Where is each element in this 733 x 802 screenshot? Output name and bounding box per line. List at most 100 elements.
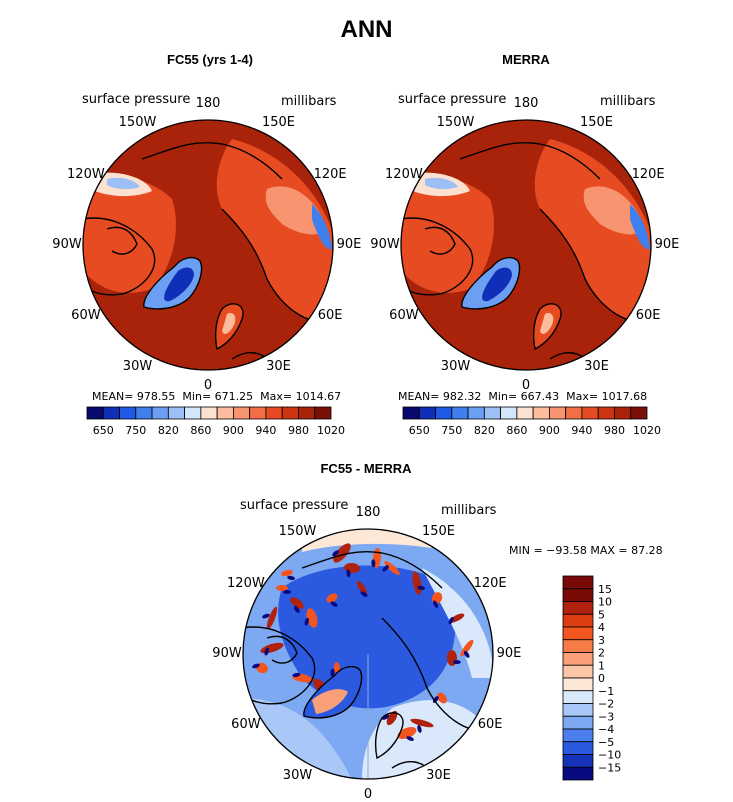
map-border	[82, 119, 334, 371]
merra-lon-label: 120W	[385, 166, 423, 182]
anomaly-patch	[290, 597, 304, 609]
anomaly-patch	[371, 559, 376, 568]
greenland-core	[482, 267, 512, 302]
diff-lon-label: 150E	[421, 523, 456, 539]
anomaly-patch	[264, 647, 269, 656]
variable-label-merra: surface pressure	[398, 92, 507, 107]
coastline	[301, 550, 443, 589]
colorbar-tick-label: 1	[598, 659, 605, 672]
colorbar-box	[562, 715, 594, 730]
fc55-lon-label: 150E	[261, 114, 296, 130]
colorbar-box	[135, 406, 153, 420]
coastline	[424, 226, 456, 255]
mean-label: MEAN=	[92, 390, 134, 403]
colorbar-tick-label: 10	[598, 596, 612, 609]
diff-lon-label: 120E	[473, 575, 507, 591]
colorbar-box	[184, 406, 202, 420]
diff-lon-label: 90W	[212, 646, 242, 661]
min-label: Min=	[488, 390, 518, 403]
anomaly-patch	[417, 724, 422, 733]
tibet-region	[312, 204, 332, 250]
eurasia-region	[534, 139, 651, 322]
polar-map-merra	[400, 119, 652, 371]
colorbar-box	[630, 406, 648, 420]
arctic-ocean-negative	[278, 565, 456, 709]
coastline	[266, 635, 298, 664]
north-america-region	[401, 175, 494, 293]
anomaly-patch	[333, 543, 351, 563]
anomaly-patch	[304, 617, 309, 626]
colorbar-box	[581, 406, 599, 420]
anomaly-patch	[283, 590, 291, 594]
colorbar-box	[483, 406, 502, 420]
diff-lon-label: 0	[363, 787, 373, 802]
anomaly-patch	[292, 672, 301, 678]
units-label-fc55: millibars	[281, 94, 337, 109]
diff-lon-label: 60E	[477, 716, 503, 732]
anomaly-patch	[384, 560, 400, 576]
colorbar-box	[451, 406, 469, 420]
merra-lon-label: 150E	[579, 114, 614, 130]
colorbar-tick-label: 650	[408, 424, 430, 437]
colorbar-box	[314, 406, 332, 420]
colorbar-box	[562, 626, 594, 641]
anomaly-patch	[386, 710, 398, 726]
colorbar-tick-label: 1020	[317, 424, 345, 437]
colorbar-box	[562, 703, 594, 717]
min-value: 671.25	[214, 390, 254, 403]
merra-lon-label: 120E	[631, 166, 665, 182]
max-value: 1014.67	[295, 390, 342, 403]
merra-lon-label: 180	[513, 96, 539, 111]
greenland-core	[164, 267, 194, 302]
colorbar-box	[562, 575, 594, 590]
mean-value: 978.55	[136, 390, 176, 403]
colorbar-tick-label: −10	[598, 749, 621, 762]
merra-lon-label: 0	[521, 378, 531, 393]
anomaly-patch	[448, 616, 454, 625]
colorbar-box	[565, 406, 583, 420]
variable-label-diff: surface pressure	[240, 498, 349, 513]
colorbar-tick-label: −1	[598, 685, 614, 698]
anomaly-patch	[332, 550, 339, 557]
anomaly-patch	[460, 639, 474, 657]
diff-minmax: MIN = −93.58 MAX = 87.28	[509, 544, 663, 557]
fc55-lon-label: 180	[195, 96, 221, 111]
colorbar-box	[119, 406, 137, 420]
colorbar-box	[562, 690, 594, 704]
colorbar-tick-label: −5	[598, 736, 614, 749]
colorbar-tick-label: 0	[598, 672, 605, 685]
colorbar-box	[614, 406, 632, 420]
colorbar-tick-label: 860	[506, 424, 528, 437]
anomaly-patch	[281, 569, 293, 577]
colorbar-box	[562, 601, 594, 615]
colorbar-box	[562, 728, 594, 743]
anomaly-patch	[410, 718, 434, 728]
diff-lon-label: 30E	[426, 768, 451, 784]
coastline	[141, 141, 283, 180]
colorbar-box	[216, 406, 234, 420]
anomaly-patch	[330, 601, 338, 607]
panel-title-merra: MERRA	[502, 52, 550, 67]
colorbar-tick-label: −15	[598, 761, 621, 774]
colorbar-tick-label: −2	[598, 698, 614, 711]
fc55-lon-label: 60W	[71, 307, 101, 323]
anomaly-patch	[406, 736, 414, 741]
diff-lon-label: 120W	[227, 575, 265, 591]
units-label-merra: millibars	[600, 94, 656, 109]
greenland-anomaly	[312, 689, 348, 714]
diff-lon-label: 60W	[231, 716, 261, 732]
colorbar-box	[281, 406, 299, 420]
merra-lon-label: 60E	[635, 307, 661, 323]
fc55-lon-label: 90E	[336, 237, 362, 252]
colorbar-tick-label: 1020	[633, 424, 661, 437]
colorbar-tick-label: 900	[222, 424, 244, 437]
colorbar-merra	[402, 406, 648, 420]
mountain-region	[107, 177, 140, 190]
colorbar-box	[151, 406, 169, 420]
north-america-region	[83, 175, 176, 293]
panel-title-diff: FC55 - MERRA	[320, 461, 412, 476]
colorbar-tick-label: 2	[598, 647, 605, 660]
colorbar-box	[548, 406, 567, 420]
anomaly-patch	[346, 569, 351, 578]
